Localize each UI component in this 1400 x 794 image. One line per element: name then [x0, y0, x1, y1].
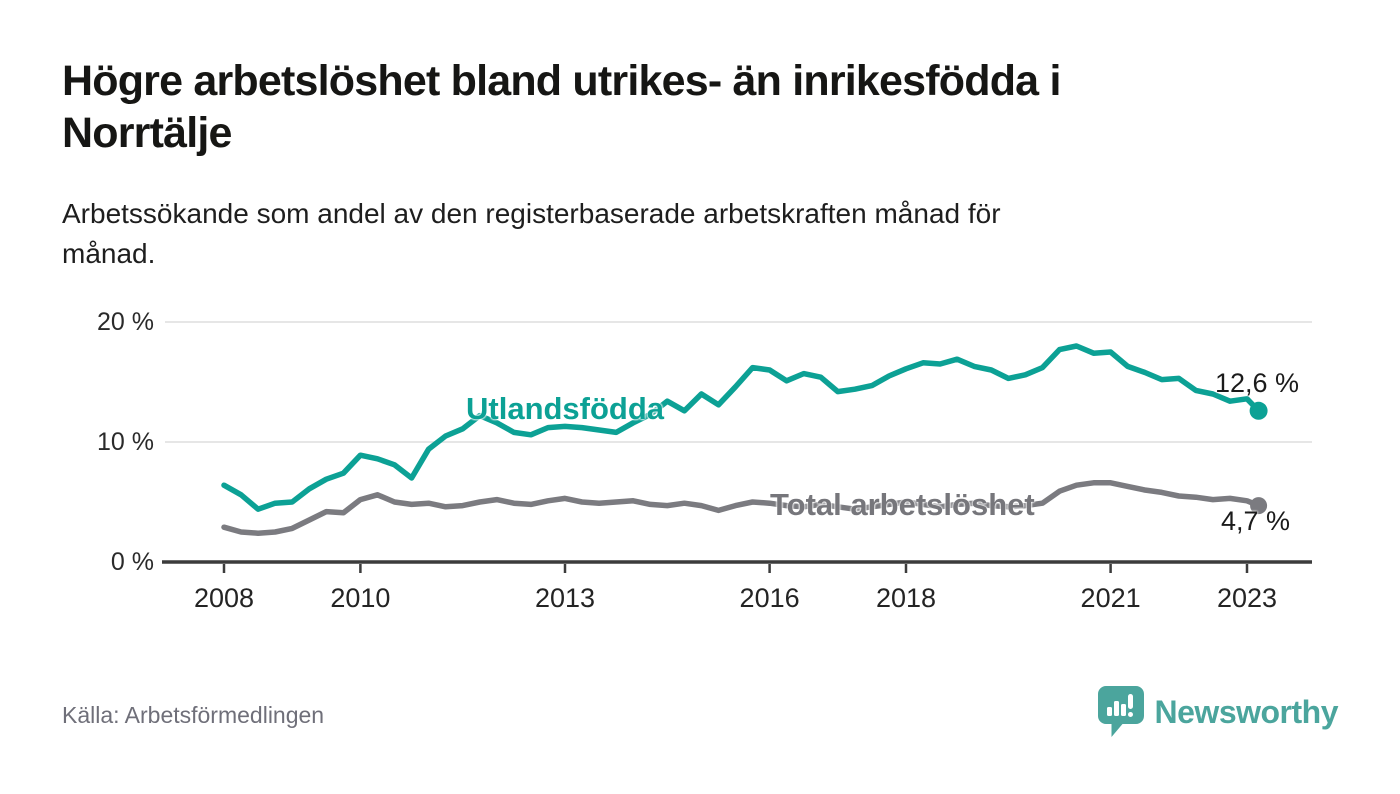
logo-speech-bubble-icon	[1097, 686, 1144, 737]
newsworthy-logo: Newsworthy	[1097, 686, 1339, 738]
y-axis-tick-label: 0 %	[110, 548, 154, 576]
x-axis-tick-label: 2021	[1080, 583, 1141, 613]
x-axis-tick-label: 2008	[193, 583, 255, 613]
x-axis-tick-label: 2016	[739, 583, 800, 613]
series-label-utlandsfodda: Utlandsfödda	[466, 391, 665, 426]
page-subtitle: Arbetssökande som andel av den registerb…	[62, 198, 1001, 269]
end-value-label-total: 4,7 %	[1221, 506, 1291, 536]
logo-wordmark: Newsworthy	[1154, 693, 1339, 730]
y-axis-tick-label: 20 %	[97, 308, 154, 336]
x-axis-tick-label: 2023	[1216, 583, 1278, 613]
source-text: Källa: Arbetsförmedlingen	[62, 702, 325, 728]
page-title: Högre arbetslöshet bland utrikes- än inr…	[62, 57, 1061, 157]
x-axis-tick-label: 2010	[330, 583, 391, 613]
end-value-label-utlandsfodda: 12,6 %	[1215, 368, 1300, 398]
x-axis-tick-label: 2013	[534, 583, 596, 613]
x-axis-tick-label: 2018	[875, 583, 937, 613]
y-axis-tick-label: 10 %	[97, 428, 154, 456]
series-label-total-arbetsloshet: Total arbetslöshet	[770, 487, 1035, 522]
